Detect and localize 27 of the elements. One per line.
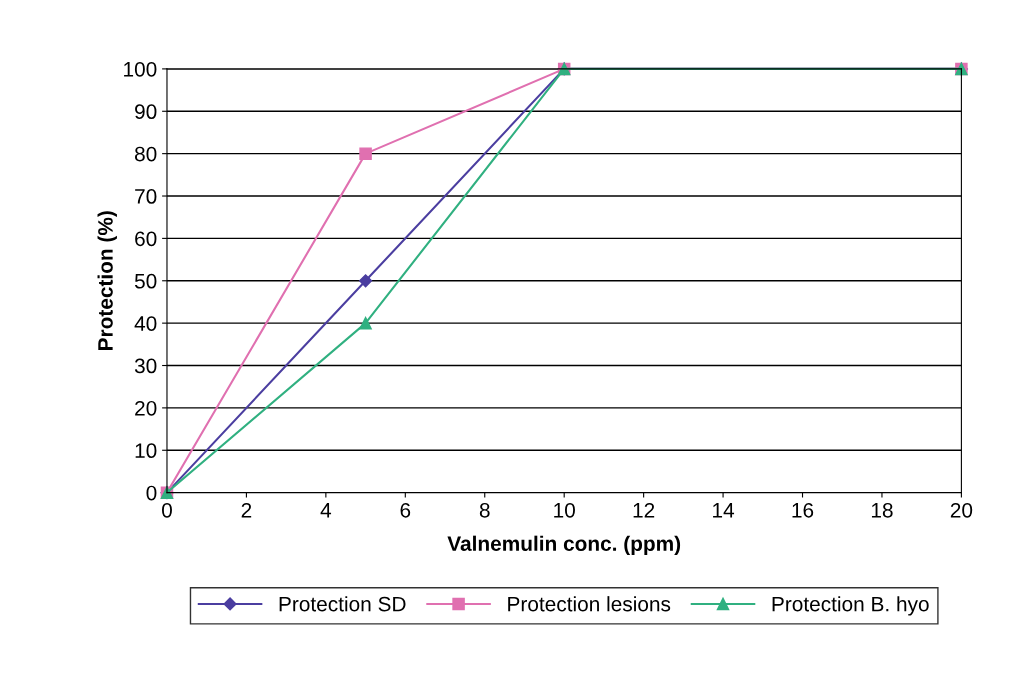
y-tick-label: 70 [135,189,157,204]
y-tick-label: 80 [134,146,157,162]
x-tick-label: 2 [241,502,252,518]
x-tick-label: 6 [400,502,411,518]
y-tick-label: 10 [135,443,157,459]
x-tick-label: 8 [479,502,490,518]
y-tick-label: 90 [135,104,157,120]
x-tick-label: 16 [792,502,814,518]
y-tick-label: 60 [135,231,157,247]
legend-label: Protection lesions [508,596,671,612]
x-tick-label: 12 [633,502,655,518]
y-tick-label: 40 [134,316,157,331]
x-tick-label: 18 [871,502,893,518]
y-tick-label: 30 [134,358,157,374]
x-tick-label: 14 [713,503,735,518]
y-axis-title: Protection (%) [97,211,117,350]
x-tick-label: 0 [162,502,172,518]
x-tick-label: 4 [320,503,332,518]
y-tick-label: 50 [134,273,157,289]
legend-label: Protection B. hyo [772,596,929,616]
x-tick-label: 10 [554,502,575,518]
y-tick-label: 20 [135,400,157,416]
y-tick-label: 100 [124,61,157,77]
x-axis-title: Valnemulin conc. (ppm) [447,535,681,556]
y-tick-label: 0 [146,485,157,501]
legend-label: Protection SD [279,596,406,612]
x-tick-label: 20 [950,502,973,518]
